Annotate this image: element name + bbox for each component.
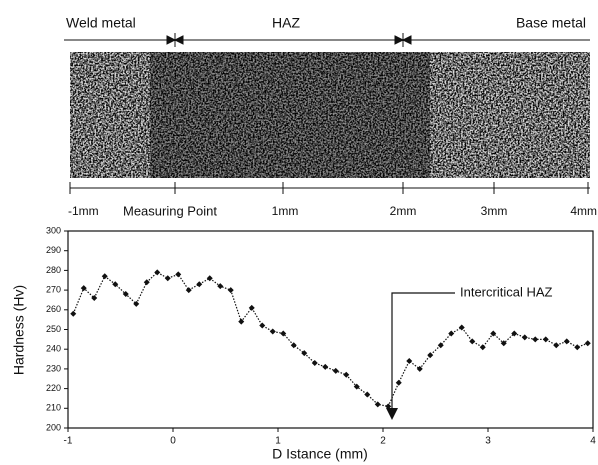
data-point <box>564 338 570 344</box>
y-tick-label: 250 <box>46 324 61 334</box>
micrograph: Weld metal HAZ Base metal -1mm Measuring… <box>64 15 597 219</box>
scale-label: 1mm <box>272 204 299 218</box>
data-point <box>175 271 181 277</box>
data-point <box>154 269 160 275</box>
x-tick-label: 3 <box>485 436 491 447</box>
micrograph-haz-shade <box>150 52 430 178</box>
data-point <box>186 287 192 293</box>
data-point <box>322 364 328 370</box>
data-point <box>480 344 486 350</box>
data-point <box>406 358 412 364</box>
plot-frame <box>68 231 593 428</box>
scale-label: 2mm <box>390 204 417 218</box>
region-label: HAZ <box>272 15 300 31</box>
data-point <box>553 342 559 348</box>
data-point <box>585 340 591 346</box>
data-point <box>522 334 528 340</box>
data-point <box>532 336 538 342</box>
region-label: Base metal <box>516 15 586 31</box>
data-point <box>165 275 171 281</box>
annotation-arrowhead <box>386 408 398 420</box>
data-point <box>438 342 444 348</box>
scale-label: 4mm <box>570 204 597 218</box>
annotation-arrow <box>392 293 455 412</box>
scale-caption: Measuring Point <box>123 203 217 218</box>
data-point <box>469 338 475 344</box>
x-tick-label: 4 <box>590 436 596 447</box>
y-tick-label: 240 <box>46 344 61 354</box>
y-tick-label: 230 <box>46 363 61 373</box>
data-point <box>312 360 318 366</box>
x-tick-label: 0 <box>170 436 176 447</box>
x-axis-label: D Istance (mm) <box>272 446 368 462</box>
data-point <box>427 352 433 358</box>
data-point <box>196 281 202 287</box>
data-point <box>396 380 402 386</box>
y-axis-label: Hardness (Hv) <box>11 285 27 375</box>
x-tick-label: -1 <box>64 436 73 447</box>
data-point <box>70 311 76 317</box>
y-tick-label: 220 <box>46 383 61 393</box>
y-tick-label: 210 <box>46 403 61 413</box>
data-point <box>259 323 265 329</box>
data-point <box>459 325 465 331</box>
data-point <box>333 368 339 374</box>
y-tick-label: 260 <box>46 304 61 314</box>
figure: Weld metal HAZ Base metal -1mm Measuring… <box>0 0 598 465</box>
data-point <box>543 336 549 342</box>
y-tick-label: 270 <box>46 284 61 294</box>
data-point <box>448 330 454 336</box>
data-point <box>228 287 234 293</box>
data-point <box>364 392 370 398</box>
data-point <box>249 305 255 311</box>
data-point <box>270 328 276 334</box>
annotation: Intercritical HAZ <box>460 284 553 299</box>
scale-label: 3mm <box>481 204 508 218</box>
data-point <box>207 275 213 281</box>
region-label: Weld metal <box>66 15 136 31</box>
y-tick-label: 300 <box>46 225 61 235</box>
data-point <box>291 342 297 348</box>
data-point <box>574 344 580 350</box>
scale-label: -1mm <box>68 204 99 218</box>
y-tick-label: 280 <box>46 265 61 275</box>
x-tick-label: 2 <box>380 436 386 447</box>
y-tick-label: 200 <box>46 422 61 432</box>
y-tick-label: 290 <box>46 245 61 255</box>
